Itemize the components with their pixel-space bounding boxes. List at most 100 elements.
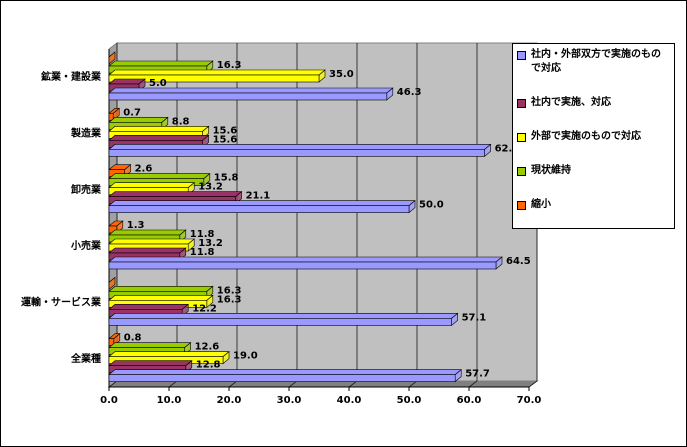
x-tick-label: 0.0 [100,395,118,406]
x-tick-label: 50.0 [397,395,422,406]
bar [108,191,243,205]
bar-side [108,276,116,290]
legend-label: 社内で実施、対応 [531,97,611,108]
bar-front [108,205,410,213]
bar [108,312,459,326]
bar [108,276,116,290]
bar-top [108,173,211,179]
x-tick-label: 70.0 [517,395,542,406]
value-label: 19.0 [233,351,258,362]
bar-top [108,238,196,245]
value-label: 15.6 [213,125,238,136]
legend: 社内・外部双方で実施のもので対応社内で実施、対応外部で実施のもので対応 現状維持縮… [512,43,675,229]
y-tick-label: 鉱業・建設業 [41,70,102,83]
legend-label: 外部で実施のもので対応 [531,131,641,142]
bar-front [108,261,497,270]
bar [108,134,210,148]
value-label: 0.8 [124,333,142,344]
bar [108,294,214,308]
grid-line [168,380,178,388]
x-tick-label: 20.0 [217,395,242,406]
bar [108,369,463,383]
bar [108,51,116,65]
value-label: 15.6 [213,134,238,145]
bar [108,200,416,214]
bar-top [108,191,243,197]
value-label: 15.8 [214,173,239,184]
bar-top [108,229,187,236]
bar [108,143,492,157]
grid-line [288,380,298,388]
value-label: 11.8 [190,229,215,240]
grid-line [528,380,538,388]
value-label: 1.3 [127,220,145,231]
bar-side [108,51,116,65]
legend-swatch [517,99,526,108]
value-label: 0.7 [123,107,141,118]
value-label: 21.1 [246,191,271,202]
legend-label: 現状維持 [531,165,571,176]
x-tick-label: 40.0 [337,395,362,406]
value-label: 13.2 [198,182,223,193]
value-label: 13.2 [198,238,223,249]
bar-top [108,360,193,366]
value-label: 57.7 [465,369,490,380]
bar [108,256,503,270]
legend-item: 現状維持 [517,164,670,178]
value-label: 57.1 [462,312,487,323]
bar [108,125,210,139]
legend-swatch [517,201,526,210]
bar-top [108,60,214,67]
value-label: 64.5 [506,256,531,267]
bar-top [108,351,230,357]
grid-line [228,380,238,388]
bar [108,238,196,252]
bar-top [108,304,190,310]
y-tick-label: 卸売業 [71,183,102,196]
legend-item: 外部で実施のもので対応 [517,130,670,144]
bar-top [108,369,463,375]
bar-top [108,69,326,76]
legend-label: 社内・外部双方で実施のもので対応 [531,49,661,74]
x-tick-label: 10.0 [157,395,182,406]
y-tick-label: 運輸・サービス業 [21,296,102,309]
bar [108,173,211,187]
value-label: 62.6 [495,143,520,154]
bar-top [108,247,187,254]
bar [108,87,394,101]
value-label: 12.8 [196,360,221,371]
bar-top [108,144,492,150]
legend-item: 社内で実施、対応 [517,96,670,110]
bar-top [108,313,459,319]
x-tick-label: 60.0 [457,395,482,406]
value-label: 5.0 [149,78,167,89]
bar-front [108,374,456,382]
bar-front [108,74,320,83]
bar-top [108,200,416,206]
bar-front [108,149,485,157]
legend-swatch [517,51,526,60]
value-label: 50.0 [419,200,444,211]
bar-top [108,342,192,348]
bar-top [108,286,214,292]
bar-top [108,256,503,263]
grid-line [408,380,418,388]
x-tick-label: 30.0 [277,395,302,406]
value-label: 12.2 [192,303,217,314]
grid-line [348,380,358,388]
bar-front [108,318,452,326]
value-label: 16.3 [217,285,242,296]
value-label: 11.8 [190,247,215,258]
y-tick-label: 全業種 [70,352,101,365]
value-label: 16.3 [217,294,242,305]
bar-front [108,92,388,101]
value-label: 12.6 [195,342,220,353]
bar-top [108,182,196,188]
bar-top [108,117,169,123]
legend-label: 縮小 [531,199,551,210]
value-label: 46.3 [397,87,422,98]
value-label: 35.0 [329,69,354,80]
y-tick-label: 製造業 [70,127,102,140]
legend-swatch [517,167,526,176]
